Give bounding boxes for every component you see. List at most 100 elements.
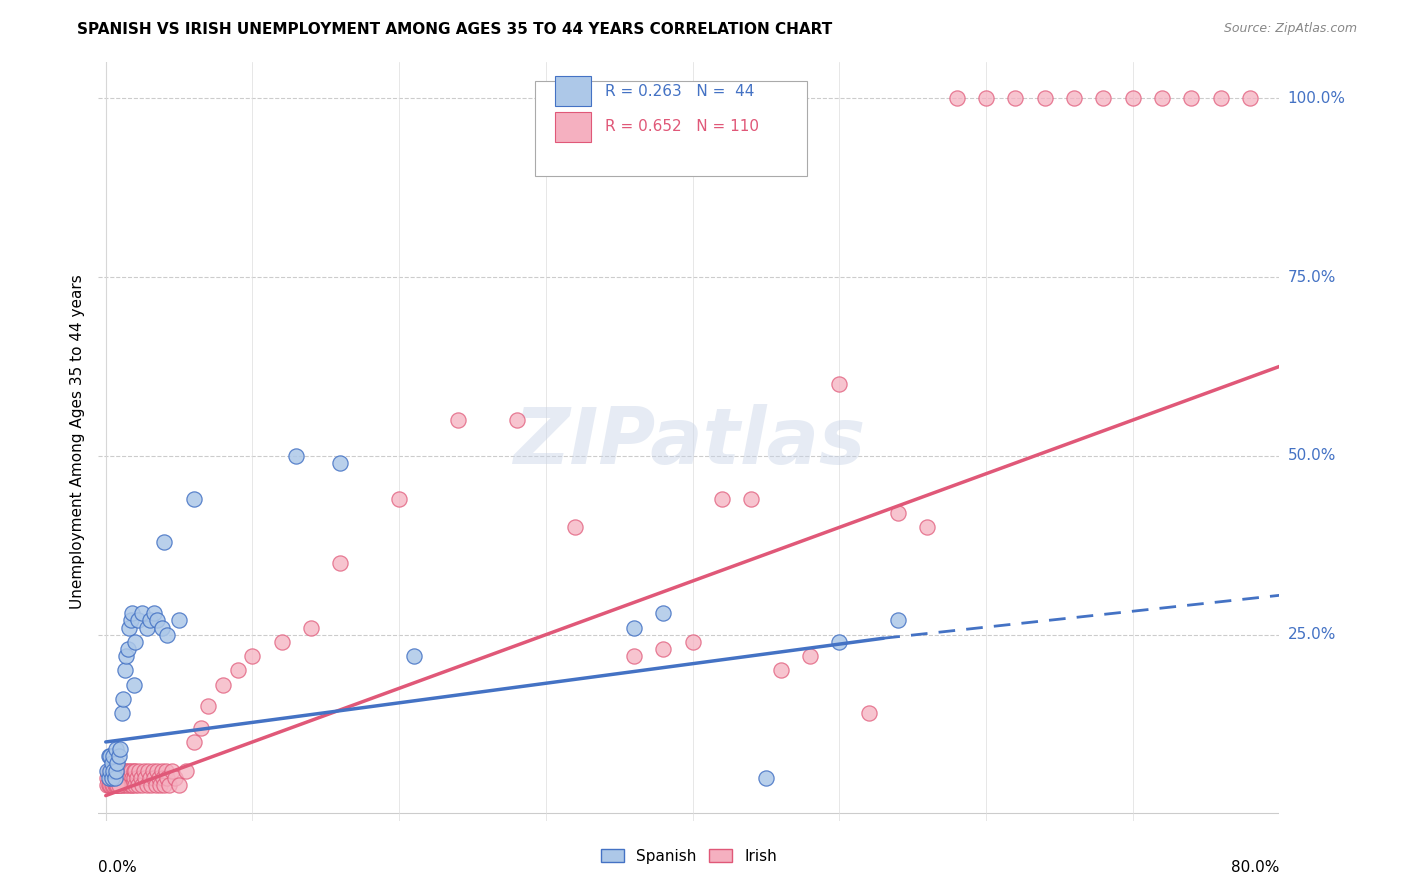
Irish xyxy=(114,764,136,778)
Spanish xyxy=(115,649,138,664)
Irish xyxy=(1092,91,1115,105)
Text: 25.0%: 25.0% xyxy=(1288,627,1336,642)
Spanish xyxy=(124,635,146,649)
Irish xyxy=(107,778,129,792)
Irish xyxy=(134,771,156,785)
Irish xyxy=(117,778,139,792)
Irish xyxy=(105,764,128,778)
Irish xyxy=(108,778,131,792)
Irish xyxy=(176,764,198,778)
Irish xyxy=(160,764,183,778)
Text: 80.0%: 80.0% xyxy=(1232,860,1279,874)
Irish xyxy=(858,706,880,721)
Irish xyxy=(1122,91,1144,105)
Spanish xyxy=(103,771,125,785)
Irish xyxy=(110,764,132,778)
Spanish xyxy=(156,628,179,642)
Irish xyxy=(127,778,149,792)
FancyBboxPatch shape xyxy=(555,76,591,106)
Irish xyxy=(447,413,470,427)
Irish xyxy=(141,778,163,792)
Irish xyxy=(114,771,136,785)
Irish xyxy=(98,778,121,792)
Irish xyxy=(105,771,128,785)
Spanish xyxy=(105,742,128,756)
Irish xyxy=(145,778,167,792)
Irish xyxy=(122,771,145,785)
Irish xyxy=(1239,91,1261,105)
Irish xyxy=(212,678,235,692)
Irish xyxy=(887,506,910,520)
Irish xyxy=(121,771,143,785)
Irish xyxy=(107,764,129,778)
Irish xyxy=(155,764,177,778)
Y-axis label: Unemployment Among Ages 35 to 44 years: Unemployment Among Ages 35 to 44 years xyxy=(69,274,84,609)
Irish xyxy=(131,778,153,792)
Irish xyxy=(103,778,125,792)
Irish xyxy=(682,635,704,649)
Irish xyxy=(96,778,118,792)
Spanish xyxy=(98,764,121,778)
Irish xyxy=(917,520,939,534)
Spanish xyxy=(135,620,157,634)
Spanish xyxy=(887,613,910,627)
Irish xyxy=(1033,91,1056,105)
Text: R = 0.263   N =  44: R = 0.263 N = 44 xyxy=(605,84,755,99)
Spanish xyxy=(107,756,129,771)
Spanish xyxy=(127,613,149,627)
Irish xyxy=(124,764,146,778)
Spanish xyxy=(112,692,135,706)
Irish xyxy=(299,620,322,634)
Spanish xyxy=(652,606,675,620)
Text: 100.0%: 100.0% xyxy=(1288,91,1346,106)
Irish xyxy=(769,664,792,678)
Irish xyxy=(98,771,121,785)
Irish xyxy=(108,771,131,785)
Irish xyxy=(108,778,131,792)
Irish xyxy=(128,764,150,778)
Irish xyxy=(329,556,352,570)
Irish xyxy=(125,771,148,785)
Irish xyxy=(97,764,120,778)
Irish xyxy=(740,491,762,506)
Irish xyxy=(146,764,169,778)
Irish xyxy=(163,771,186,785)
Irish xyxy=(117,771,139,785)
Irish xyxy=(1004,91,1026,105)
Irish xyxy=(115,764,138,778)
Spanish xyxy=(118,620,141,634)
Spanish xyxy=(146,613,169,627)
Legend: Spanish, Irish: Spanish, Irish xyxy=(595,843,783,870)
Spanish xyxy=(100,756,122,771)
Irish xyxy=(120,764,142,778)
Irish xyxy=(150,764,173,778)
Irish xyxy=(105,778,128,792)
Irish xyxy=(115,778,138,792)
Irish xyxy=(112,778,135,792)
Irish xyxy=(120,778,142,792)
Irish xyxy=(97,778,120,792)
Text: SPANISH VS IRISH UNEMPLOYMENT AMONG AGES 35 TO 44 YEARS CORRELATION CHART: SPANISH VS IRISH UNEMPLOYMENT AMONG AGES… xyxy=(77,22,832,37)
Spanish xyxy=(183,491,205,506)
Irish xyxy=(107,778,129,792)
Irish xyxy=(100,764,122,778)
Irish xyxy=(110,771,132,785)
Irish xyxy=(100,771,122,785)
Irish xyxy=(157,778,180,792)
Irish xyxy=(197,699,219,714)
Spanish xyxy=(100,771,122,785)
Irish xyxy=(167,778,190,792)
Irish xyxy=(152,771,174,785)
Irish xyxy=(112,771,135,785)
Irish xyxy=(505,413,527,427)
Irish xyxy=(101,764,124,778)
Spanish xyxy=(96,764,118,778)
Irish xyxy=(101,778,124,792)
Irish xyxy=(101,778,124,792)
Spanish xyxy=(150,620,173,634)
Irish xyxy=(132,764,155,778)
Irish xyxy=(98,778,121,792)
Irish xyxy=(142,764,165,778)
Irish xyxy=(148,771,170,785)
Irish xyxy=(135,778,157,792)
